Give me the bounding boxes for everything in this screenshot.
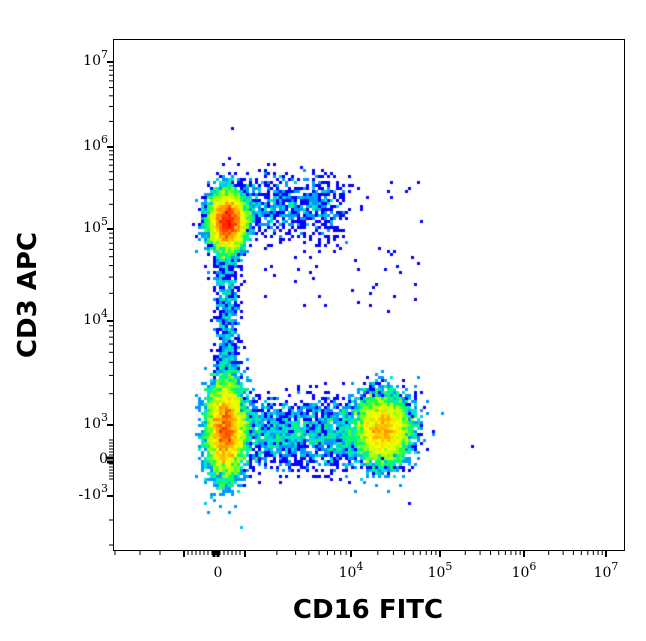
x-tick-label: 0 [213,565,223,581]
y-tick-label: 107 [83,48,108,69]
y-axis-title: CD3 APC [13,231,43,359]
x-tick-label: 105 [427,560,453,581]
x-tick-label: 106 [511,560,537,581]
plot-area [113,39,625,551]
y-tick-label: 103 [83,411,108,432]
y-tick-label: 0 [99,451,108,467]
y-tick-label: 105 [83,215,108,236]
x-tick-label: 104 [338,560,364,581]
y-tick-label: -103 [78,482,108,503]
x-tick-label: 107 [593,560,619,581]
y-tick-label: 106 [83,133,108,154]
density-dot-plot [114,40,624,550]
y-tick-label: 104 [83,307,108,328]
x-axis-title: CD16 FITC [292,595,444,625]
